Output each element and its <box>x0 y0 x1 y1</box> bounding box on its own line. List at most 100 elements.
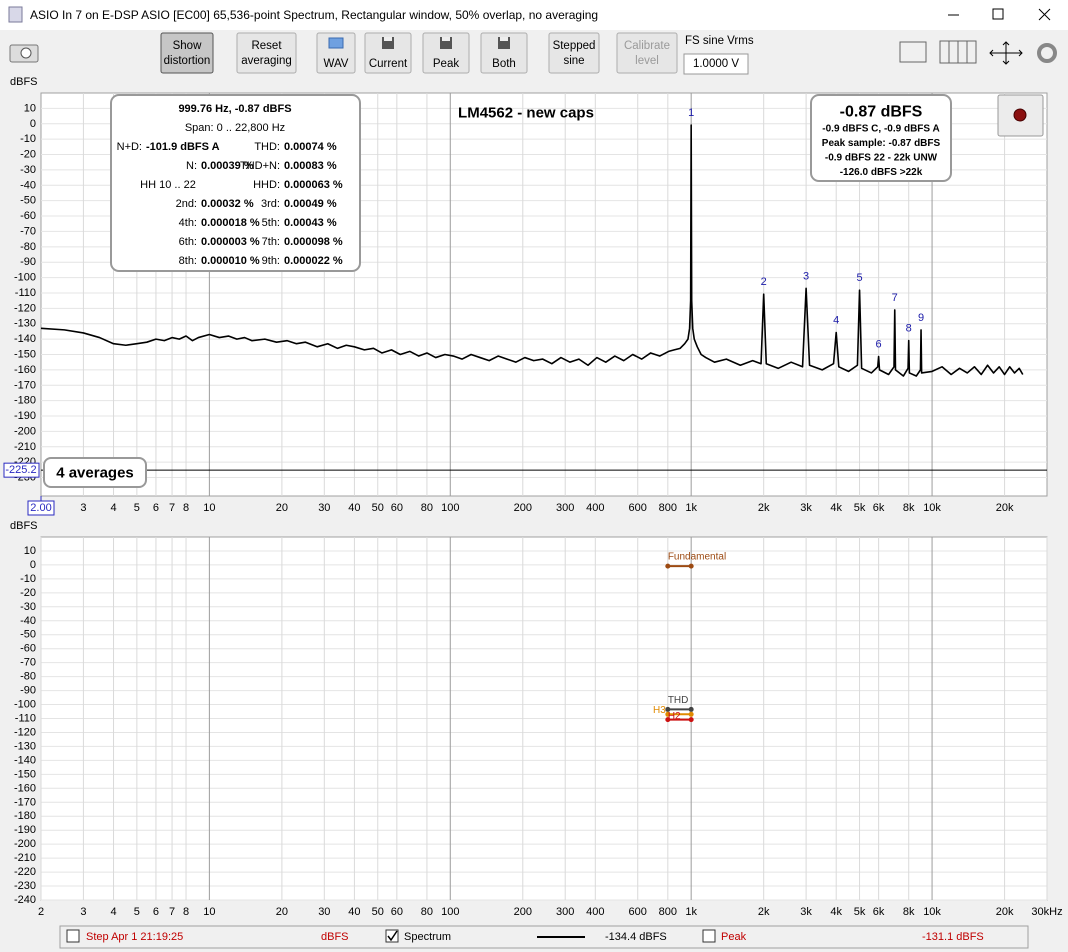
checkbox[interactable] <box>66 929 80 943</box>
y-tick-label: -140 <box>14 754 36 766</box>
y-tick-label: -140 <box>14 333 36 345</box>
x-tick-label: 20 <box>276 502 288 514</box>
x-tick-label: 10k <box>923 906 941 918</box>
x-tick-label: 10 <box>203 502 215 514</box>
series-label: Fundamental <box>668 552 726 563</box>
x-tick-label: 80 <box>421 502 433 514</box>
info-label: HH 10 .. 22 <box>140 179 196 191</box>
fs-input[interactable] <box>683 53 749 75</box>
harmonic-label: 3 <box>803 270 809 282</box>
info-value: 0.000018 % <box>201 217 260 229</box>
toolbar-button[interactable] <box>364 32 412 74</box>
info-value: -101.9 dBFS A <box>146 141 220 153</box>
x-tick-label: 6 <box>153 502 159 514</box>
checkbox[interactable] <box>702 929 716 943</box>
close-button[interactable] <box>1038 8 1051 21</box>
x-tick-label: 800 <box>659 502 677 514</box>
y-tick-label: -210 <box>14 852 36 864</box>
toolbar-button[interactable] <box>160 32 214 74</box>
info-label: 6th: <box>179 236 197 248</box>
y-tick-label: -230 <box>14 880 36 892</box>
x-tick-label: 40 <box>348 502 360 514</box>
record-dot <box>1013 108 1027 122</box>
info-value: 0.000063 % <box>284 179 343 191</box>
y-tick-label: -20 <box>20 587 36 599</box>
y-tick-label: -180 <box>14 395 36 407</box>
info-label: 5th: <box>262 217 280 229</box>
info-label: THD+N: <box>240 160 280 172</box>
y-tick-label: -70 <box>20 657 36 669</box>
disk-icon-label <box>500 37 508 41</box>
x-tick-label: 5k <box>854 502 866 514</box>
y-axis-label: dBFS <box>10 76 38 88</box>
y-tick-label: -160 <box>14 364 36 376</box>
y-tick-label: -70 <box>20 225 36 237</box>
y-tick-label: -220 <box>14 866 36 878</box>
info-value: 0.000098 % <box>284 236 343 248</box>
y-tick-label: -110 <box>15 287 36 299</box>
button-label: level <box>635 55 659 67</box>
x-tick-label: 60 <box>391 502 403 514</box>
button-label: Both <box>492 58 516 70</box>
info-label: 8th: <box>179 255 197 267</box>
maximize-button[interactable] <box>992 8 1004 20</box>
step-unit: dBFS <box>321 931 349 943</box>
toolbar-button[interactable] <box>480 32 528 74</box>
info-label: 7th: <box>262 236 280 248</box>
x-tick-label: 3 <box>80 502 86 514</box>
y-tick-label: -200 <box>14 838 36 850</box>
x-tick-label: 20k <box>996 906 1014 918</box>
cursor-x-box <box>27 500 55 516</box>
spectrum-value: -134.4 dBFS <box>605 931 667 943</box>
info-label: N: <box>186 160 197 172</box>
toolbar-button[interactable] <box>616 32 678 74</box>
series-marker <box>688 563 694 569</box>
y-tick-label: -20 <box>20 149 36 161</box>
toolbar-button[interactable] <box>316 32 356 74</box>
series-marker <box>688 706 694 712</box>
info-value: 0.000010 % <box>201 255 260 267</box>
averages-label: 4 averages <box>56 465 134 482</box>
toolbar-button[interactable] <box>422 32 470 74</box>
y-tick-label: -160 <box>14 782 36 794</box>
x-tick-label: 1k <box>685 906 697 918</box>
harmonic-label: 9 <box>918 312 924 324</box>
series-label: H2 <box>668 711 681 722</box>
y-tick-label: -150 <box>14 348 36 360</box>
layout-icons[interactable] <box>899 40 1057 65</box>
info-value: 0.00049 % <box>284 198 337 210</box>
x-tick-label: 7 <box>169 502 175 514</box>
x-tick-label: 50 <box>372 502 384 514</box>
toolbar-button[interactable] <box>236 32 297 74</box>
x-tick-label: 800 <box>659 906 677 918</box>
y-tick-label: -130 <box>14 740 36 752</box>
x-tick-label: 8 <box>183 906 189 918</box>
camera-button[interactable] <box>9 44 39 63</box>
x-tick-label: 20 <box>276 906 288 918</box>
y-tick-label: -150 <box>14 768 36 780</box>
harmonic-label: 6 <box>876 338 882 350</box>
harmonic-label: 5 <box>856 272 862 284</box>
x-tick-label: 2k <box>758 502 770 514</box>
peak-box <box>810 94 952 182</box>
series-marker <box>665 711 671 717</box>
x-tick-label: 10 <box>203 906 215 918</box>
disk-icon-label <box>384 37 392 41</box>
x-tick-label: 10k <box>923 502 941 514</box>
x-tick-label: 5k <box>854 906 866 918</box>
button-label: sine <box>563 55 584 67</box>
x-tick-label: 4 <box>110 502 116 514</box>
x-tick-label: 8k <box>903 502 915 514</box>
x-tick-label: 400 <box>586 906 604 918</box>
x-tick-label: 200 <box>514 906 532 918</box>
series-marker <box>665 717 671 723</box>
toolbar-button[interactable] <box>548 32 600 74</box>
series-label: THD <box>668 695 689 706</box>
y-tick-label: -130 <box>14 318 36 330</box>
peak-value: -131.1 dBFS <box>922 931 984 943</box>
cursor-y-label: -225.2 <box>5 464 36 476</box>
y-tick-label: -120 <box>14 726 36 738</box>
info-label: 9th: <box>262 255 280 267</box>
series-marker <box>688 711 694 717</box>
